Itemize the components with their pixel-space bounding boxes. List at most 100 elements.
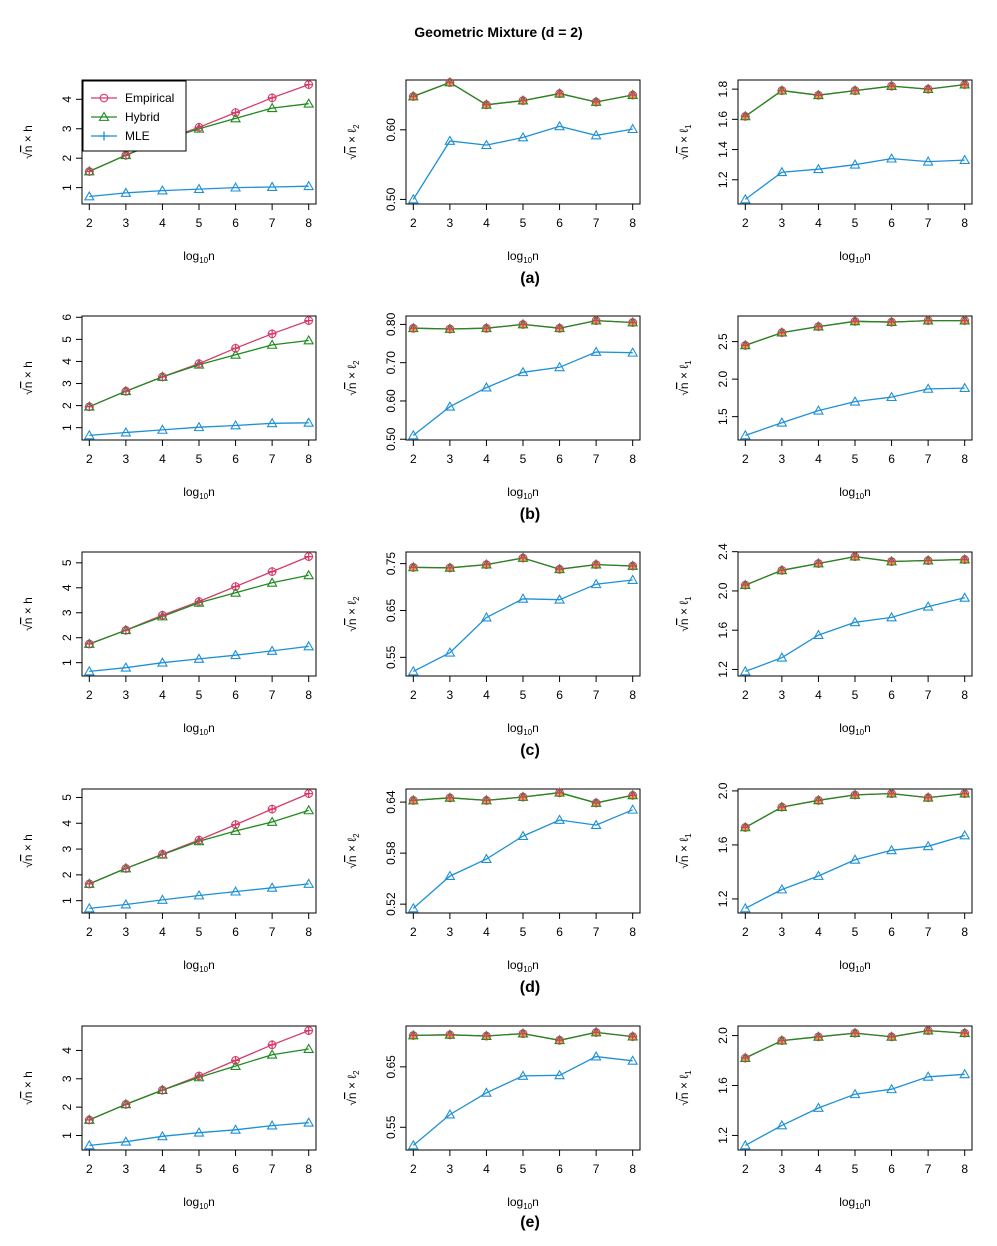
x-tick-label: 5 bbox=[852, 688, 859, 702]
x-tick-label: 4 bbox=[159, 452, 166, 466]
y-tick-label: 0.55 bbox=[384, 645, 398, 669]
y-tick-label: 0.60 bbox=[384, 118, 398, 142]
x-tick-label: 3 bbox=[123, 688, 130, 702]
chart-panel-2-2: 2 3 4 5 6 7 8 log10n 1.2 1.6 2.0 2.4 √n × ℓ1 bbox=[677, 543, 973, 737]
x-tick-label: 6 bbox=[888, 216, 895, 230]
y-tick-label: 2 bbox=[60, 871, 74, 878]
x-axis-label: log10n bbox=[507, 485, 539, 501]
y-axis-label: √n × h bbox=[21, 125, 35, 159]
empirical-point-plus bbox=[555, 323, 565, 333]
plot-frame bbox=[81, 788, 317, 914]
x-tick-label: 6 bbox=[888, 688, 895, 702]
x-tick-label: 6 bbox=[556, 925, 563, 939]
y-axis-label: √n × ℓ2 bbox=[345, 1070, 361, 1106]
empirical-point-plus bbox=[813, 558, 823, 568]
plot-frame bbox=[737, 79, 973, 205]
x-tick-label: 6 bbox=[232, 216, 239, 230]
empirical-point-plus bbox=[481, 100, 491, 110]
x-tick-label: 7 bbox=[269, 925, 276, 939]
mle-point bbox=[849, 854, 861, 864]
empirical-point-plus bbox=[960, 80, 970, 90]
mle-line bbox=[89, 422, 309, 437]
mle-point bbox=[230, 886, 242, 896]
y-tick-label: 0.75 bbox=[384, 552, 398, 576]
empirical-point-plus bbox=[887, 789, 897, 799]
y-axis-label: √n × ℓ1 bbox=[677, 833, 693, 869]
x-tick-label: 8 bbox=[305, 216, 312, 230]
mle-point bbox=[849, 1088, 861, 1099]
empirical-point-plus bbox=[518, 792, 528, 802]
mle-point bbox=[266, 1119, 278, 1130]
mle-point bbox=[590, 129, 602, 140]
plot-frame bbox=[737, 551, 973, 677]
empirical-point-plus bbox=[813, 322, 823, 332]
x-tick-label: 5 bbox=[852, 925, 859, 939]
x-tick-label: 6 bbox=[888, 1162, 895, 1176]
empirical-point-plus bbox=[304, 80, 314, 90]
y-tick-label: 2.0 bbox=[716, 1027, 730, 1044]
mle-point bbox=[120, 1136, 132, 1146]
hybrid-point bbox=[266, 577, 278, 587]
mle-point bbox=[193, 889, 205, 900]
x-tick-label: 3 bbox=[779, 452, 786, 466]
empirical-point-plus bbox=[157, 610, 167, 620]
mle-point bbox=[193, 1127, 205, 1137]
empirical-point-plus bbox=[408, 795, 418, 805]
chart-panel-0-1: 2 3 4 5 6 7 8 log10n 0.50 0.60 √n × ℓ2 bbox=[345, 76, 641, 265]
y-tick-label: 3 bbox=[60, 609, 74, 616]
hybrid-point bbox=[230, 587, 242, 597]
empirical-point-plus bbox=[231, 1055, 241, 1065]
x-tick-label: 5 bbox=[196, 1162, 203, 1176]
mle-line bbox=[412, 125, 633, 200]
empirical-point-plus bbox=[518, 553, 528, 563]
x-tick-label: 8 bbox=[629, 216, 636, 230]
row-label: (c) bbox=[520, 742, 540, 759]
empirical-point-plus bbox=[157, 372, 167, 382]
hybrid-point bbox=[230, 1060, 242, 1070]
empirical-point-plus bbox=[628, 318, 638, 328]
empirical-point-plus bbox=[84, 166, 94, 176]
mle-point bbox=[156, 657, 168, 667]
empirical-point-plus bbox=[408, 562, 418, 572]
x-tick-label: 7 bbox=[269, 1162, 276, 1176]
y-tick-label: 1.2 bbox=[716, 171, 730, 188]
x-tick-label: 7 bbox=[925, 452, 932, 466]
y-tick-label: 1 bbox=[60, 1132, 74, 1139]
empirical-point-plus bbox=[887, 556, 897, 566]
empirical-point-plus bbox=[740, 111, 750, 121]
x-axis-label: log10n bbox=[839, 485, 871, 501]
empirical-point-plus bbox=[231, 343, 241, 353]
mle-point bbox=[480, 611, 492, 622]
y-axis-label: √n × ℓ1 bbox=[677, 360, 693, 396]
y-tick-label: 1.6 bbox=[716, 836, 730, 853]
x-tick-label: 2 bbox=[742, 688, 749, 702]
x-axis-label: log10n bbox=[183, 1195, 215, 1211]
y-tick-label: 5 bbox=[60, 559, 74, 566]
hybrid-point bbox=[266, 339, 278, 349]
empirical-point-plus bbox=[923, 1026, 933, 1036]
x-tick-label: 3 bbox=[447, 925, 454, 939]
empirical-point-plus bbox=[628, 90, 638, 100]
empirical-point-plus bbox=[960, 1028, 970, 1038]
mle-point bbox=[266, 417, 278, 428]
mle-point bbox=[120, 662, 132, 672]
chart-panel-1-2: 2 3 4 5 6 7 8 log10n 1.5 2.0 2.5 √n × ℓ1 bbox=[677, 314, 973, 501]
x-tick-label: 6 bbox=[232, 1162, 239, 1176]
mle-point bbox=[444, 401, 456, 411]
empirical-point-plus bbox=[518, 319, 528, 329]
x-tick-label: 4 bbox=[483, 216, 490, 230]
empirical-point-plus bbox=[267, 1040, 277, 1050]
y-tick-label: 0.55 bbox=[384, 1115, 398, 1139]
mle-point bbox=[480, 853, 492, 864]
x-tick-label: 3 bbox=[779, 688, 786, 702]
x-axis-label: log10n bbox=[839, 1195, 871, 1211]
x-tick-label: 7 bbox=[593, 216, 600, 230]
x-tick-label: 5 bbox=[520, 216, 527, 230]
x-tick-label: 7 bbox=[925, 1162, 932, 1176]
y-tick-label: 1.6 bbox=[716, 1077, 730, 1094]
mle-point bbox=[627, 123, 639, 134]
hybrid-line bbox=[89, 809, 309, 885]
empirical-point-plus bbox=[850, 1028, 860, 1038]
mle-line bbox=[412, 1055, 633, 1146]
mle-point bbox=[120, 187, 132, 197]
